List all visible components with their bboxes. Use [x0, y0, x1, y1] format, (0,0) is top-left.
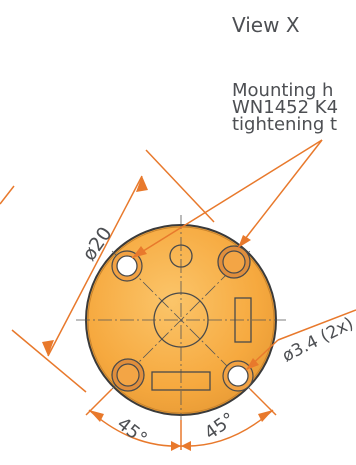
top-pin-hole: [169, 244, 193, 268]
right-slot: [234, 297, 252, 343]
stray-leader-line: [0, 185, 15, 205]
counterbore-top-right: [217, 245, 251, 279]
note-line-3: tightening t: [232, 114, 337, 135]
hole-diameter-label: ø3.4 (2x): [279, 314, 356, 367]
counterbore-bottom-left: [111, 358, 145, 392]
note-line-1: Mounting h: [232, 80, 333, 101]
mounting-hole-bottom-right: [222, 360, 254, 392]
angle-right-label: 45°: [201, 409, 239, 445]
mounting-hole-top-left: [111, 250, 143, 282]
angle-dimension: [85, 388, 277, 451]
diameter-dimension: [11, 149, 215, 393]
center-boss: [153, 292, 209, 348]
bottom-slot: [151, 371, 211, 391]
note-leaders: [131, 139, 323, 259]
angle-left-label: 45°: [113, 413, 151, 449]
view-title: View X: [232, 13, 300, 37]
note-line-2: WN1452 K4: [232, 97, 338, 118]
hole-diameter-leader: [245, 309, 356, 371]
